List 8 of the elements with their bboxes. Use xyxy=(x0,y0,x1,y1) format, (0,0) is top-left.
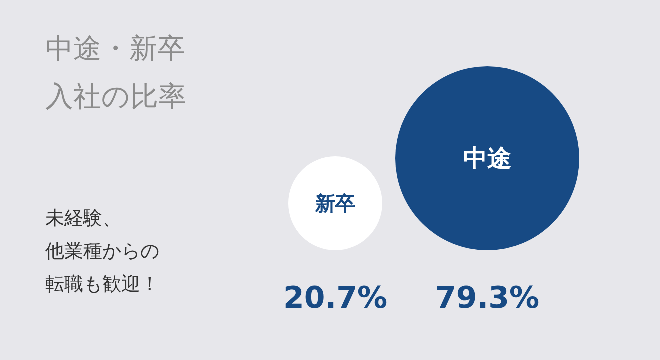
text: 転職も歓迎！ xyxy=(46,274,160,296)
category-label: 中途 xyxy=(464,144,512,172)
text: 他業種からの xyxy=(46,240,160,262)
category-label: 新卒 xyxy=(314,191,356,216)
text: 未経験、 xyxy=(46,208,122,230)
text: 中途・新卒入社の比率 xyxy=(46,32,186,113)
data-label: 20.7% xyxy=(283,281,388,316)
data-label: 79.3% xyxy=(435,281,540,316)
